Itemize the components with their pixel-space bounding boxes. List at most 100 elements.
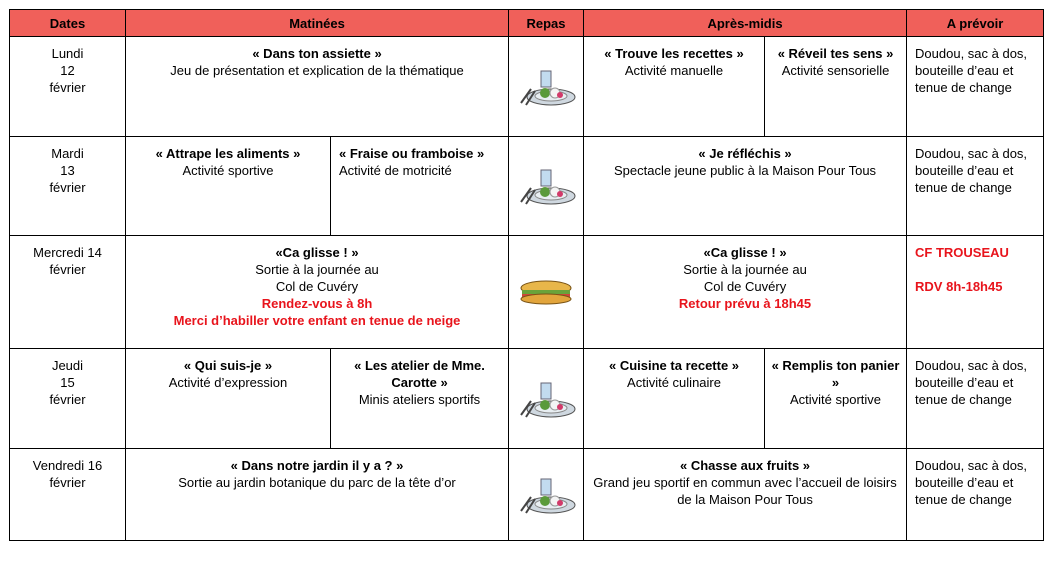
activity-cell: « Attrape les aliments » Activité sportiv… xyxy=(125,136,331,236)
activity-title: «Ca glisse ! » xyxy=(703,245,787,260)
activity-cell: « Dans notre jardin il y a ? » Sortie au … xyxy=(124,448,510,541)
provisions-cell: CF TROUSEAU RDV 8h-18h45 xyxy=(906,235,1045,349)
header-cell: Matinées xyxy=(124,9,510,37)
activity-text: Sortie à la journée au xyxy=(255,262,379,277)
header-cell: A prévoir xyxy=(906,9,1045,37)
provisions-text: Doudou, sac à dos, bouteille d’eau et te… xyxy=(915,146,1028,195)
activity-text: Jeu de présentation et explication de la… xyxy=(170,63,464,78)
provisions-text: Doudou, sac à dos, bouteille d’eau et te… xyxy=(915,46,1028,95)
date-text: février xyxy=(49,80,86,95)
provisions-cell: Doudou, sac à dos, bouteille d’eau et te… xyxy=(906,448,1045,541)
activity-text: Activité sportive xyxy=(182,163,274,178)
activity-cell: « Réveil tes sens » Activité sensorielle xyxy=(764,36,908,137)
activity-text: Activité manuelle xyxy=(624,63,724,78)
day-row: Vendredi 16 février « Dans notre jardin il… xyxy=(9,448,1045,541)
activity-note: Rendez-vous à 8h xyxy=(261,296,373,311)
meal-cell xyxy=(508,36,585,137)
activity-cell: « Je réfléchis » Spectacle jeune public à… xyxy=(583,136,908,236)
activity-cell: « Chasse aux fruits » Grand jeu sportif e… xyxy=(583,448,908,541)
activity-cell: « Qui suis-je » Activité d’expression xyxy=(125,348,331,449)
date-text: février xyxy=(49,475,86,490)
activity-text: Minis ateliers sportifs xyxy=(358,392,481,407)
activity-cell: «Ca glisse ! » Sortie à la journée au Col … xyxy=(124,235,510,349)
provisions-cell: Doudou, sac à dos, bouteille d’eau et te… xyxy=(906,136,1045,236)
meal-icon xyxy=(510,277,583,307)
activity-title: « Dans ton assiette » xyxy=(252,46,382,61)
activity-cell: «Ca glisse ! » Sortie à la journée au Col … xyxy=(583,235,908,349)
provisions-note: RDV 8h-18h45 xyxy=(915,279,1003,294)
header-cell: Après-midis xyxy=(583,9,908,37)
date-cell: Mardi 13 février xyxy=(9,136,126,236)
activity-note: Retour prévu à 18h45 xyxy=(678,296,812,311)
date-cell: Lundi 12 février xyxy=(9,36,126,137)
activity-title: « Réveil tes sens » xyxy=(777,46,894,61)
activity-title: « Dans notre jardin il y a ? » xyxy=(230,458,404,473)
header-cell: Repas xyxy=(508,9,585,37)
date-text: 15 xyxy=(60,375,75,390)
date-text: Vendredi 16 xyxy=(32,458,103,473)
activity-text: Activité sensorielle xyxy=(781,63,890,78)
day-row: Mercredi 14 février «Ca glisse ! » Sortie à… xyxy=(9,235,1045,349)
activity-title: « Remplis ton panier » xyxy=(771,358,900,390)
activity-title: « Je réfléchis » xyxy=(698,146,792,161)
meal-icon xyxy=(510,67,583,107)
provisions-cell: Doudou, sac à dos, bouteille d’eau et te… xyxy=(906,36,1045,137)
date-cell: Jeudi 15 février xyxy=(9,348,126,449)
activity-text: Spectacle jeune public à la Maison Pour … xyxy=(613,163,877,178)
activity-text: Grand jeu sportif en commun avec l’accue… xyxy=(593,475,897,507)
activity-title: « Chasse aux fruits » xyxy=(679,458,811,473)
activity-cell: « Les atelier de Mme. Carotte » Minis ate… xyxy=(329,348,510,449)
header-cell: Dates xyxy=(9,9,126,37)
day-row: Jeudi 15 février « Qui suis-je » Activité d’… xyxy=(9,348,1045,449)
meal-cell xyxy=(508,448,585,541)
day-row: Lundi 12 février « Dans ton assiette » Jeu d… xyxy=(9,36,1045,137)
activity-text: Activité sportive xyxy=(790,392,882,407)
activity-note: Merci d’habiller votre enfant en tenue d… xyxy=(173,313,461,328)
meal-icon xyxy=(510,475,583,515)
activity-text: Sortie au jardin botanique du parc de la… xyxy=(178,475,456,490)
date-text: 13 xyxy=(60,163,75,178)
activity-text: Activité d’expression xyxy=(168,375,288,390)
provisions-cell: Doudou, sac à dos, bouteille d’eau et te… xyxy=(906,348,1045,449)
activity-cell: « Dans ton assiette » Jeu de présentation… xyxy=(124,36,510,137)
activity-text: Sortie à la journée au xyxy=(683,262,807,277)
activity-text: Col de Cuvéry xyxy=(275,279,359,294)
date-text: Mercredi 14 xyxy=(33,245,102,260)
day-row: Mardi 13 février « Attrape les aliments » Ac… xyxy=(9,136,1045,236)
date-text: 12 xyxy=(60,63,75,78)
date-cell: Mercredi 14 février xyxy=(9,235,126,349)
meal-icon xyxy=(510,166,583,206)
header-row: Dates Matinées Repas Après-midis A prévoir xyxy=(9,9,1045,37)
meal-cell xyxy=(508,136,585,236)
activity-cell: « Fraise ou framboise » Activité de motri… xyxy=(329,136,510,236)
date-text: Mardi xyxy=(51,146,84,161)
date-text: Jeudi xyxy=(51,358,84,373)
date-cell: Vendredi 16 février xyxy=(9,448,126,541)
activity-text: Activité de motricité xyxy=(339,163,452,178)
provisions-text: Doudou, sac à dos, bouteille d’eau et te… xyxy=(915,358,1028,407)
date-text: février xyxy=(49,262,86,277)
meal-icon xyxy=(510,379,583,419)
table-body: Lundi 12 février « Dans ton assiette » Jeu d… xyxy=(9,36,1045,541)
activity-title: « Attrape les aliments » xyxy=(155,146,301,161)
meal-cell xyxy=(508,348,585,449)
provisions-text: Doudou, sac à dos, bouteille d’eau et te… xyxy=(915,458,1028,507)
date-text: Lundi xyxy=(51,46,84,61)
activity-text: Activité culinaire xyxy=(627,375,721,390)
date-text: février xyxy=(49,180,86,195)
activity-title: « Cuisine ta recette » xyxy=(608,358,740,373)
activity-cell: « Cuisine ta recette » Activité culinaire xyxy=(583,348,766,449)
provisions-note: CF TROUSEAU xyxy=(915,245,1009,260)
schedule-table: Dates Matinées Repas Après-midis A prévoir L… xyxy=(9,9,1045,541)
activity-title: « Fraise ou framboise » xyxy=(339,146,485,161)
date-text: février xyxy=(49,392,86,407)
activity-cell: « Trouve les recettes » Activité manuelle xyxy=(583,36,766,137)
activity-text: Col de Cuvéry xyxy=(703,279,787,294)
meal-cell xyxy=(508,235,585,349)
activity-title: « Les atelier de Mme. Carotte » xyxy=(354,358,485,390)
activity-cell: « Remplis ton panier » Activité sportive xyxy=(764,348,908,449)
activity-title: « Trouve les recettes » xyxy=(604,46,744,61)
activity-title: «Ca glisse ! » xyxy=(275,245,359,260)
activity-title: « Qui suis-je » xyxy=(183,358,273,373)
